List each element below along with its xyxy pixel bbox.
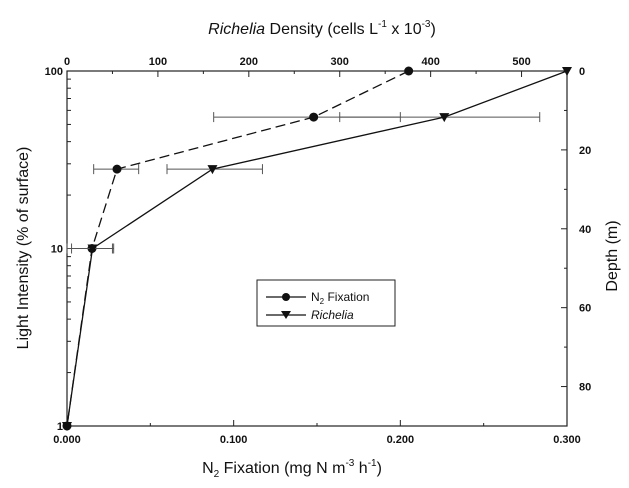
left-axis-title: Light Intensity (% of surface) [15,147,32,350]
right-tick-label: 60 [579,303,591,315]
top-axis-title: Richelia Density (cells L-1 x 10-3) [208,19,436,38]
n2-fixation-point [112,164,122,174]
right-tick-label: 20 [579,145,591,157]
bottom-tick-label: 0.000 [53,434,81,446]
top-axis-ticks: 0 100 200 300 400 500 [64,56,531,77]
legend-n2-label: N2 Fixation [311,290,369,306]
richelia-point [87,244,98,254]
right-tick-label: 80 [579,382,591,394]
n2-fixation-point [404,66,414,76]
left-tick-label: 10 [51,244,63,256]
left-tick-label: 1 [57,421,63,433]
bottom-tick-label: 0.200 [387,434,415,446]
legend-box [256,279,396,327]
right-tick-label: 40 [579,224,591,236]
n2-fixation-point [309,112,319,122]
legend-n2-marker [282,293,290,301]
left-axis-ticks: 1 10 100 [45,66,74,433]
top-tick-label: 0 [64,56,70,68]
richelia-line [66,70,568,427]
plot-frame [66,70,568,427]
n2-fixation-line [66,70,409,427]
top-tick-label: 500 [512,56,530,68]
bottom-axis-ticks: 0.000 0.100 0.200 0.300 [53,420,581,446]
bottom-tick-label: 0.100 [220,434,248,446]
richelia-point [207,165,218,175]
top-tick-label: 200 [240,56,258,68]
bottom-tick-label: 0.300 [553,434,581,446]
richelia-point [562,67,572,76]
bottom-axis-title: N2 Fixation (mg N m-3 h-1) [202,458,382,480]
legend-richelia-label: Richelia [311,308,354,322]
legend-richelia-marker [281,311,291,319]
series-layer [62,66,572,431]
right-axis-ticks: 0 20 40 60 80 [561,66,591,394]
left-tick-label: 100 [45,66,63,78]
top-tick-label: 300 [331,56,349,68]
right-tick-label: 0 [579,66,585,78]
top-tick-label: 100 [149,56,167,68]
top-tick-label: 400 [421,56,439,68]
right-axis-title: Depth (m) [604,220,621,291]
richelia-point [439,113,450,123]
richelia-point [62,422,72,431]
legend: N2 Fixation Richelia [256,279,396,327]
